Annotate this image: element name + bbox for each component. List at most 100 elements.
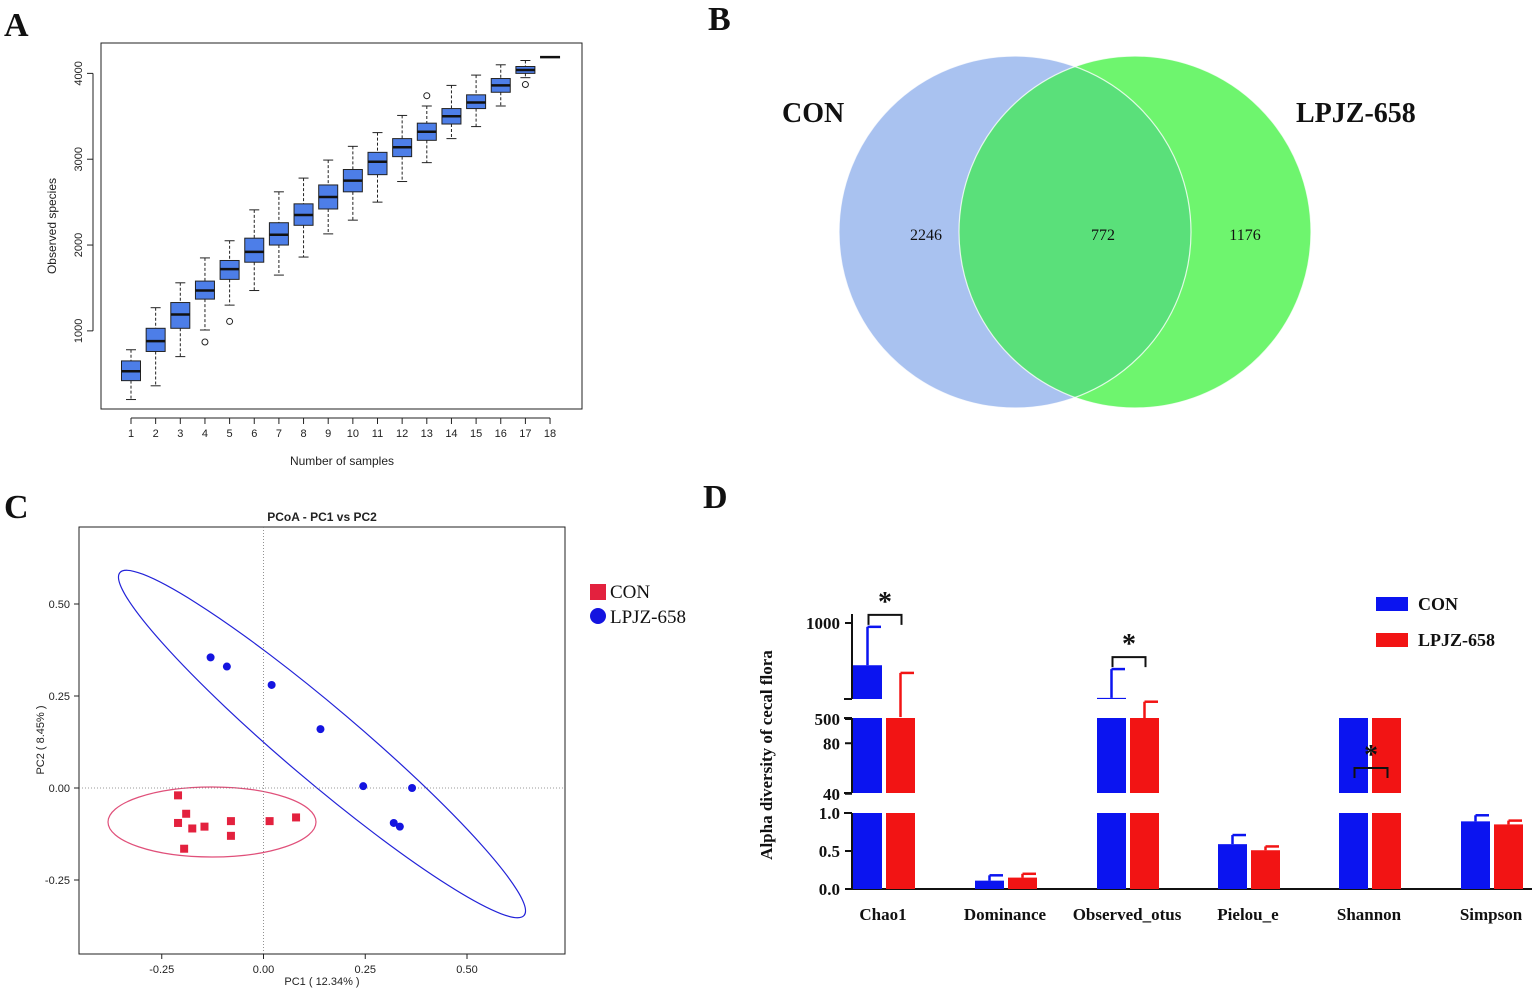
panel-b-venn: CON LPJZ-658 2246 772 1176 (782, 55, 1416, 409)
box-13 (416, 92, 437, 164)
lpjz-point (267, 680, 276, 689)
box-5 (219, 240, 240, 325)
box-11 (367, 132, 388, 203)
significance-bracket (1353, 767, 1389, 778)
x-tick-label: 6 (251, 428, 257, 440)
legend-lpjz-label: LPJZ-658 (610, 607, 686, 628)
significance-star: * (1364, 740, 1378, 771)
y-tick-label: 500 (815, 710, 841, 729)
bar-lpjz (1494, 824, 1523, 889)
bar-lpjz-low (886, 813, 915, 889)
box-12 (392, 114, 413, 183)
y-axis-label: PC2 ( 8.45% ) (35, 705, 47, 774)
x-tick-label: 7 (276, 428, 282, 440)
y-tick-label: 3000 (73, 147, 85, 171)
venn-count-lpjz: 1176 (1229, 227, 1260, 244)
con-point (188, 824, 197, 833)
bar-con (1461, 821, 1490, 889)
lpjz-point (222, 662, 231, 671)
bar-con-low (853, 813, 882, 889)
bar-con (975, 880, 1004, 889)
x-tick-label: 0.50 (456, 964, 477, 976)
y-tick-label: 1000 (806, 614, 840, 633)
lpjz-ellipse (117, 569, 527, 919)
bar-lpjz-mid (1372, 718, 1401, 793)
panel-c-pcoa: PCoA - PC1 vs PC2 PC1 ( 12.34% ) PC2 ( 8… (35, 510, 686, 988)
x-tick-label: 0.25 (355, 964, 376, 976)
con-ellipse (107, 786, 317, 858)
x-tick-label: 12 (396, 428, 408, 440)
bar-con (1218, 844, 1247, 889)
y-tick-label: 0.00 (49, 783, 70, 795)
x-tick-label: Shannon (1337, 905, 1402, 924)
y-tick-label: 4000 (73, 61, 85, 85)
box-4 (194, 257, 215, 346)
significance-star: * (1122, 629, 1136, 660)
x-tick-label: 18 (544, 428, 556, 440)
con-point (200, 822, 209, 831)
con-point (226, 817, 235, 826)
x-tick-label: 14 (445, 428, 457, 440)
y-tick-label: 0.25 (49, 691, 70, 703)
category-chao1: Chao1 * (853, 587, 915, 924)
legend-con-marker (590, 584, 606, 600)
venn-count-con: 2246 (910, 227, 942, 244)
box-10 (342, 145, 363, 221)
significance-bracket (867, 613, 903, 625)
box-7 (268, 191, 289, 276)
x-tick-label: 9 (325, 428, 331, 440)
lpjz-point (316, 725, 325, 734)
plot-frame (78, 526, 566, 955)
con-point (292, 813, 301, 822)
box-8 (293, 177, 314, 258)
panel-letter-b: B (708, 1, 731, 38)
box-14 (441, 84, 462, 140)
y-tick-label: 1000 (73, 319, 85, 343)
box-2 (145, 307, 166, 387)
bar-con-low (1097, 813, 1126, 889)
x-tick-label: 8 (300, 428, 306, 440)
bar-lpjz-low (1372, 813, 1401, 889)
bar-lpjz-low (1130, 813, 1159, 889)
x-tick-label: 0.00 (253, 964, 274, 976)
box-17 (515, 60, 536, 89)
bar-lpjz (1008, 877, 1037, 889)
panel-letter-d: D (703, 479, 728, 516)
significance-bracket (1111, 656, 1147, 668)
box-6 (244, 209, 265, 292)
y-tick-label: 80 (823, 734, 840, 753)
category-pielou_e: Pielou_e (1217, 833, 1280, 924)
x-tick-label: 5 (227, 428, 233, 440)
box-1 (121, 349, 141, 401)
y-tick-label: 40 (823, 785, 840, 804)
category-shannon: Shannon * (1337, 718, 1402, 924)
category-dominance: Dominance (964, 872, 1047, 924)
con-point (174, 791, 183, 800)
venn-label-lpjz: LPJZ-658 (1296, 98, 1416, 129)
venn-outline-lpjz (958, 55, 1312, 409)
lpjz-point (389, 818, 398, 827)
y-tick-label: -0.25 (45, 875, 70, 887)
bar-con-top (853, 665, 882, 699)
bar-con-top (1097, 697, 1126, 699)
panel-a-boxplot: Number of samples Observed species 1000 2… (45, 42, 583, 468)
legend-con-label: CON (610, 582, 650, 603)
con-point (265, 817, 274, 826)
con-point (180, 844, 189, 853)
con-point (226, 831, 235, 840)
x-tick-label: 13 (421, 428, 433, 440)
y-tick-label: 1.0 (819, 804, 840, 823)
x-tick-label: 10 (347, 428, 359, 440)
plot-frame (100, 42, 583, 410)
x-tick-label: Pielou_e (1217, 905, 1279, 924)
x-axis-label: PC1 ( 12.34% ) (284, 976, 359, 988)
x-tick-label: 15 (470, 428, 482, 440)
bar-con-mid (853, 718, 882, 793)
legend-con-label: CON (1418, 594, 1458, 614)
box-16 (490, 64, 511, 107)
box-outlier (226, 317, 234, 325)
legend-con-swatch (1376, 597, 1408, 611)
venn-label-con: CON (782, 98, 844, 129)
x-tick-label: Chao1 (859, 905, 906, 924)
category-simpson: Simpson (1460, 814, 1523, 924)
